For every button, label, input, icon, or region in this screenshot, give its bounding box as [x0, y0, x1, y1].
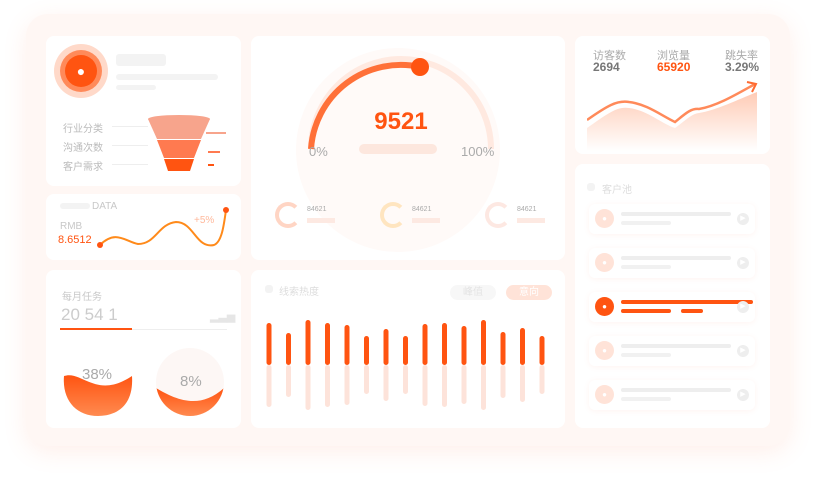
gauge-min: 0% — [309, 144, 328, 159]
peak-button[interactable]: 峰值 — [450, 285, 496, 300]
heat-bar — [442, 323, 447, 365]
chevron-right-icon[interactable]: ▶ — [737, 301, 749, 313]
customer-item[interactable]: ● ▶ — [589, 248, 755, 278]
gauge-8 — [156, 348, 224, 416]
heat-bar — [461, 326, 467, 365]
chevron-right-icon[interactable]: ▶ — [737, 345, 749, 357]
heat-bar — [500, 332, 506, 365]
user-icon: ● — [595, 253, 614, 272]
customer-item[interactable]: ● ▶ — [589, 336, 755, 366]
rmb-card: DATA RMB 8.6512 +5% — [46, 194, 241, 260]
heat-bar-reflection — [403, 365, 408, 394]
heat-card: 线索热度 峰值 意向 — [251, 270, 565, 428]
gauge-38-label: 38% — [82, 366, 113, 383]
heat-bar-reflection — [325, 365, 330, 407]
heat-bar-reflection — [383, 365, 389, 401]
currency-label: RMB — [60, 221, 83, 232]
heat-bar-reflection — [442, 365, 447, 407]
chevron-right-icon[interactable]: ▶ — [737, 257, 749, 269]
gauge-38 — [63, 375, 133, 416]
chevron-right-icon[interactable]: ▶ — [737, 389, 749, 401]
chevron-right-icon[interactable]: ▶ — [737, 213, 749, 225]
trend-chart — [587, 81, 758, 151]
stat-label: 访客数 — [593, 50, 626, 62]
funnel-label: 客户需求 — [63, 162, 103, 173]
chart-icon: ▂▃▅ — [210, 311, 236, 323]
rmb-value: 8.6512 — [58, 234, 92, 246]
heat-bar-reflection — [422, 365, 428, 406]
heat-bar — [305, 320, 311, 365]
heat-bar — [266, 323, 272, 365]
mini-stat-value: 84621 — [412, 206, 432, 213]
stat-value: 3.29% — [725, 60, 760, 74]
mini-stat-value: 84621 — [307, 206, 327, 213]
mini-ring — [380, 202, 406, 228]
stat-value: 65920 — [657, 60, 691, 74]
gauge-handle[interactable] — [411, 58, 429, 76]
heat-bar — [520, 328, 525, 365]
user-icon: ● — [595, 341, 614, 360]
heat-bar-reflection — [461, 365, 467, 404]
heat-bar — [286, 333, 291, 365]
mini-stat-value: 84621 — [517, 206, 537, 213]
heat-bar — [344, 325, 350, 365]
main-gauge — [308, 56, 494, 150]
customer-pool-title: 客户池 — [602, 185, 632, 196]
customer-pool-card: 客户池 ● ▶ ● ▶ ● ▶ ● ▶ ● ▶ — [575, 164, 770, 428]
gauge-card: 9521 0% 100% 84621 84621 84621 — [251, 36, 565, 260]
stats-card: 访客数 2694 浏览量 65920 跳失率 3.29% — [575, 36, 770, 154]
intent-button[interactable]: 意向 — [506, 285, 552, 300]
customer-item[interactable]: ● ▶ — [589, 380, 755, 410]
tasks-progress-bar — [60, 328, 133, 330]
heat-bar-reflection — [481, 365, 486, 410]
customer-item[interactable]: ● ▶ — [589, 204, 755, 234]
heat-bar-reflection — [344, 365, 350, 405]
heat-bar-reflection — [539, 365, 545, 394]
funnel-label: 行业分类 — [63, 124, 103, 135]
heat-bar — [325, 323, 330, 365]
funnel-card: ● 行业分类沟通次数客户需求 — [46, 36, 241, 186]
user-icon: ● — [595, 385, 614, 404]
funnel-chart — [148, 115, 226, 171]
tasks-card: 每月任务 20 54 1 ▂▃▅ 38% 8% — [46, 270, 241, 428]
tasks-value: 20 54 1 — [61, 305, 118, 324]
stat-value: 2694 — [593, 60, 620, 74]
heat-bar-chart — [266, 320, 545, 410]
stat-label: 跳失率 — [725, 50, 758, 62]
customer-item[interactable]: ● ▶ — [589, 292, 755, 322]
heat-bar — [383, 329, 389, 365]
data-label: DATA — [92, 201, 118, 212]
heat-bar-reflection — [520, 365, 525, 402]
heat-bar-reflection — [266, 365, 272, 407]
heat-bar — [403, 336, 408, 365]
funnel-label: 沟通次数 — [63, 143, 103, 154]
tasks-title: 每月任务 — [62, 292, 102, 303]
heat-bar-reflection — [500, 365, 506, 398]
heat-bar — [481, 320, 486, 365]
change-label: +5% — [194, 215, 215, 226]
heat-bar — [539, 336, 545, 365]
heat-bar-reflection — [364, 365, 369, 394]
heat-bar — [364, 336, 369, 365]
rmb-line-chart — [97, 207, 229, 248]
mini-ring — [275, 202, 301, 228]
gauge-value: 9521 — [374, 108, 428, 135]
heat-title: 线索热度 — [279, 287, 319, 298]
user-icon: ● — [595, 209, 614, 228]
user-icon: ● — [595, 297, 614, 316]
heat-bar — [422, 324, 428, 365]
user-icon: ● — [65, 55, 97, 87]
gauge-8-label: 8% — [180, 373, 202, 390]
stat-label: 浏览量 — [657, 50, 690, 62]
gauge-max: 100% — [461, 144, 495, 159]
mini-ring — [485, 202, 511, 228]
heat-bar-reflection — [286, 365, 291, 397]
heat-bar-reflection — [305, 365, 311, 410]
